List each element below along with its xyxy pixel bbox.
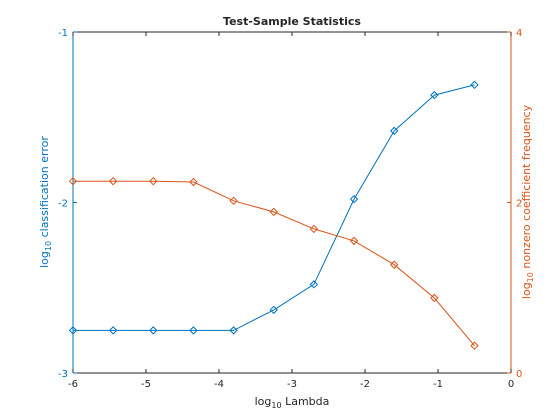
series-1-marker <box>68 326 78 335</box>
series-1-marker <box>189 326 198 335</box>
series-2-marker <box>309 224 319 234</box>
x-axis-label-log: log <box>255 395 272 408</box>
left-y-axis-label: log10 classification error <box>38 136 53 268</box>
series-1-marker <box>149 326 158 335</box>
right-y-tick-label: 4 <box>516 28 522 39</box>
chart-title: Test-Sample Statistics <box>223 15 361 28</box>
left-y-axis-label-sub: 10 <box>44 241 53 251</box>
x-tick-label: -1 <box>433 379 443 390</box>
right-y-axis-label-log: log <box>520 282 533 299</box>
series-1-marker <box>269 305 278 315</box>
right-y-tick-label: 0 <box>516 369 522 380</box>
axes <box>72 31 512 374</box>
x-axis-label-rest: Lambda <box>282 395 330 408</box>
x-axis-label-sub: 10 <box>271 401 281 410</box>
left-y-axis-ticks: -3 -2 -1 <box>58 28 77 380</box>
x-axis-ticks: -6 -5 -4 -3 -2 -1 0 <box>68 32 514 390</box>
series-1-marker <box>108 326 118 335</box>
right-y-tick-label: 2 <box>516 199 522 210</box>
x-tick-label: -3 <box>287 379 297 390</box>
left-y-tick-label: -2 <box>58 199 68 210</box>
series-2-marker <box>269 207 278 217</box>
series-2-marker <box>189 177 198 187</box>
series-2-marker <box>108 176 118 186</box>
series-2-marker <box>430 293 439 303</box>
series-1-marker <box>229 326 238 335</box>
series-1-marker <box>309 280 319 289</box>
left-y-axis-label-rest: classification error <box>38 136 51 241</box>
x-tick-label: -5 <box>141 379 151 390</box>
x-tick-label: 0 <box>508 379 514 390</box>
series-2-marker <box>470 341 479 350</box>
series-2-marker <box>349 236 359 246</box>
series-2-marker <box>149 176 158 186</box>
series-2-line <box>73 180 475 347</box>
series-1-marker <box>389 126 399 136</box>
left-y-axis-label-log: log <box>38 251 51 268</box>
series-1-marker <box>430 90 439 100</box>
series-2-marker <box>389 260 399 269</box>
x-tick-label: -4 <box>214 379 224 390</box>
left-y-tick-label: -1 <box>58 28 68 39</box>
right-y-axis-label-rest: nonzero coefficient frequency <box>520 104 533 272</box>
x-tick-label: -2 <box>360 379 370 390</box>
series-2-marker <box>68 176 78 186</box>
right-y-axis-label-sub: 10 <box>526 272 535 282</box>
series-2-marker <box>229 196 238 206</box>
plot-series <box>68 80 479 350</box>
x-axis-label: log10 Lambda <box>255 395 330 410</box>
left-y-tick-label: -3 <box>58 369 68 380</box>
right-y-axis-ticks: 0 2 4 <box>507 28 522 380</box>
series-1-marker <box>470 80 479 90</box>
x-tick-label: -6 <box>68 379 78 390</box>
series-1-line <box>73 84 475 331</box>
right-y-axis-label: log10 nonzero coefficient frequency <box>520 104 535 299</box>
series-1-marker <box>349 194 359 204</box>
